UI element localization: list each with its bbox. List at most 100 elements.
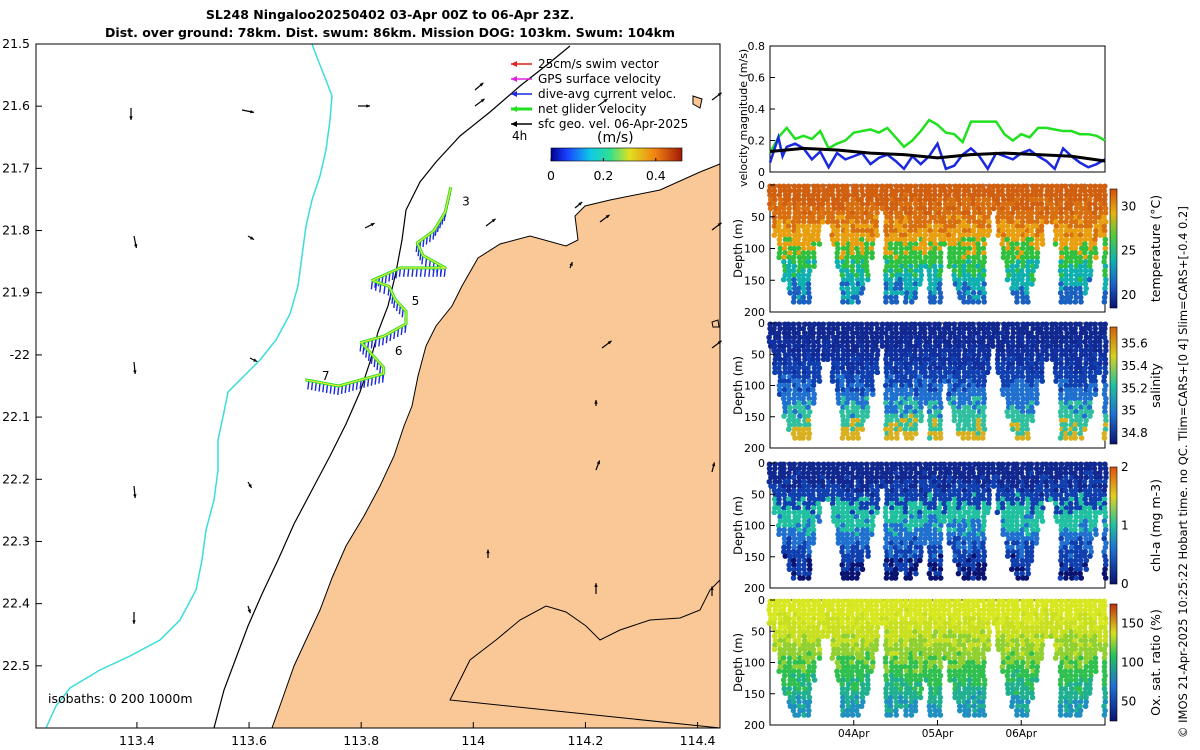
profile-sample xyxy=(970,214,977,221)
profile-sample xyxy=(926,285,933,292)
profile-sample xyxy=(1004,223,1011,230)
profile-sample xyxy=(1028,227,1034,234)
profile-sample xyxy=(980,219,987,225)
profile-sample xyxy=(864,245,870,252)
profile-sample xyxy=(791,183,798,190)
profile-sample xyxy=(1068,276,1074,283)
profile-sample xyxy=(801,347,808,354)
velocity-ytick-label: 0 xyxy=(758,166,765,179)
profile-sample xyxy=(771,201,777,207)
profile-sample xyxy=(1064,254,1070,261)
profile-sample xyxy=(893,187,900,194)
profile-sample xyxy=(865,232,871,238)
profile-sample xyxy=(927,250,934,256)
profile-column xyxy=(780,321,789,419)
lon-tick-label: 113.6 xyxy=(231,733,267,748)
profile-column xyxy=(873,183,881,238)
profile-sample xyxy=(1093,196,1099,203)
profile-sample xyxy=(1039,183,1046,190)
profile-sample xyxy=(854,223,861,230)
profile-sample xyxy=(956,250,963,256)
profile-sample xyxy=(898,241,904,247)
profile-sample xyxy=(805,352,812,358)
profile-sample xyxy=(874,369,881,376)
profile-sample xyxy=(791,272,798,278)
profile-sample xyxy=(1077,272,1084,278)
profile-sample xyxy=(805,223,812,230)
profile-sample xyxy=(1006,196,1012,203)
profile-sample xyxy=(937,223,944,230)
profile-sample xyxy=(1039,241,1046,247)
profile-sample xyxy=(864,205,870,212)
profile-sample xyxy=(1000,227,1006,234)
profile-sample xyxy=(844,285,851,292)
profile-sample xyxy=(795,205,801,212)
profile-sample xyxy=(912,210,918,216)
profile-column xyxy=(839,183,847,305)
profile-sample xyxy=(903,250,909,256)
profile-sample xyxy=(902,223,908,230)
profile-sample xyxy=(1054,232,1060,238)
profile-sample xyxy=(1097,187,1103,194)
profile-sample xyxy=(1097,201,1104,207)
profile-sample xyxy=(956,245,963,252)
profile-sample xyxy=(927,294,933,301)
profile-sample xyxy=(1087,413,1093,419)
profile-sample xyxy=(815,227,822,234)
profile-ytick-label: 100 xyxy=(744,380,765,393)
profile-sample xyxy=(796,391,803,398)
profile-sample xyxy=(796,285,802,292)
profile-sample xyxy=(927,227,934,234)
profile-sample xyxy=(1088,192,1094,198)
sfc-vector-head xyxy=(250,236,254,240)
profile-sample xyxy=(776,236,783,243)
profile-sample xyxy=(1038,192,1044,198)
profile-sample xyxy=(975,575,982,581)
profile-sample xyxy=(932,227,939,234)
profile-sample xyxy=(1010,272,1017,278)
profile-sample xyxy=(1010,227,1016,234)
sfc-vector-head xyxy=(132,620,136,624)
sfc-vector-head xyxy=(370,223,375,227)
profile-sample xyxy=(976,267,983,274)
profile-sample xyxy=(819,201,826,207)
profile-sample xyxy=(1086,263,1093,270)
profile-sample xyxy=(816,210,822,216)
profile-sample xyxy=(931,299,937,305)
profile-sample xyxy=(1068,201,1075,207)
profile-sample xyxy=(975,192,982,198)
profile-sample xyxy=(956,236,962,243)
profile-sample xyxy=(932,267,939,274)
profile-sample xyxy=(801,382,807,389)
sfc-vector-head xyxy=(366,104,370,108)
profile-column xyxy=(979,183,988,305)
profile-sample xyxy=(781,391,787,398)
profile-sample xyxy=(907,259,913,265)
profile-sample xyxy=(1004,205,1011,212)
profile-sample xyxy=(795,196,802,203)
profile-sample xyxy=(844,267,850,274)
profile-sample xyxy=(849,575,855,581)
profile-sample xyxy=(858,241,865,247)
profile-sample xyxy=(786,378,792,384)
profile-sample xyxy=(912,245,918,252)
profile-sample xyxy=(791,236,797,243)
profile-sample xyxy=(1010,276,1017,283)
profile-sample xyxy=(1102,241,1109,247)
sfc-vector-head xyxy=(479,82,484,87)
profile-sample xyxy=(811,187,817,194)
profile-sample xyxy=(787,290,794,296)
profile-sample xyxy=(1063,250,1070,256)
profile-sample xyxy=(887,276,894,283)
profile-sample xyxy=(884,205,890,212)
profile-ytick-label: 200 xyxy=(744,442,765,455)
profile-sample xyxy=(829,192,836,198)
lat-tick-label: -22 xyxy=(10,347,30,362)
profile-sample xyxy=(800,334,807,341)
profile-sample xyxy=(1053,223,1060,230)
profile-sample xyxy=(970,263,977,270)
profile-sample xyxy=(955,196,962,203)
profile-sample xyxy=(1024,205,1031,212)
